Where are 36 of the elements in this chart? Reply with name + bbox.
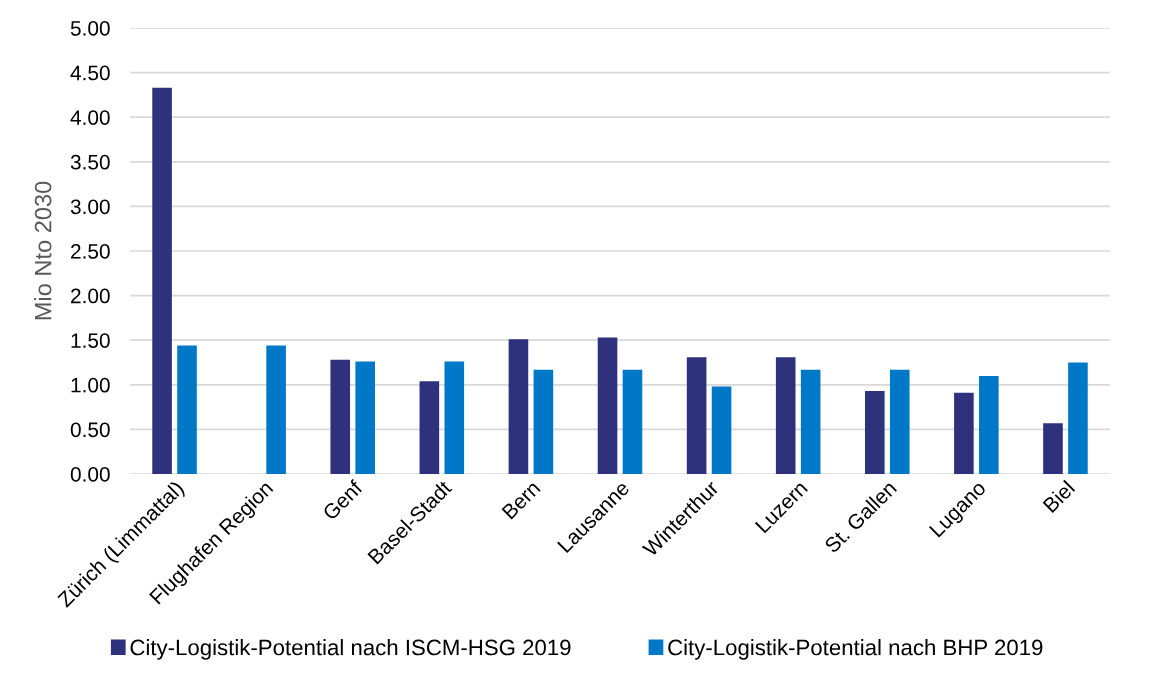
y-axis-title: Mio Nto 2030 xyxy=(34,181,52,320)
bar xyxy=(152,87,172,474)
y-tick-label: 3.00 xyxy=(70,199,110,215)
bar xyxy=(800,369,821,474)
legend-label: City-Logistik-Potential nach ISCM-HSG 2019 xyxy=(130,639,571,660)
y-tick-label: 2.50 xyxy=(71,244,110,259)
y-tick-label: 0.50 xyxy=(70,422,110,438)
y-tick-label: 1.00 xyxy=(71,377,110,393)
y-tick-label: 3.50 xyxy=(70,154,110,170)
bar xyxy=(597,337,618,474)
bar xyxy=(711,386,732,474)
bar xyxy=(865,391,885,474)
y-tick-label: 5.00 xyxy=(70,21,110,36)
bar xyxy=(889,369,910,474)
x-tick-label: Biel xyxy=(1042,479,1076,514)
bar xyxy=(622,369,643,474)
bar xyxy=(533,369,554,474)
bar xyxy=(979,375,999,474)
y-tick-label: 0.00 xyxy=(70,467,110,482)
bar xyxy=(355,361,375,474)
bar xyxy=(177,345,197,474)
bar xyxy=(1043,423,1063,474)
bar xyxy=(686,357,707,474)
bar xyxy=(954,392,974,474)
bar xyxy=(266,345,286,474)
y-tick-label: 4.50 xyxy=(70,65,110,81)
y-tick-label: 1.50 xyxy=(71,333,110,348)
bar xyxy=(508,339,529,474)
bar xyxy=(775,357,796,474)
bar xyxy=(419,381,440,474)
legend-label: City-Logistik-Potential nach BHP 2019 xyxy=(668,639,1043,660)
y-tick-label: 2.00 xyxy=(71,288,110,304)
bar xyxy=(1068,362,1088,474)
bar xyxy=(444,361,465,474)
bar xyxy=(330,359,351,474)
y-tick-label: 4.00 xyxy=(70,110,110,125)
